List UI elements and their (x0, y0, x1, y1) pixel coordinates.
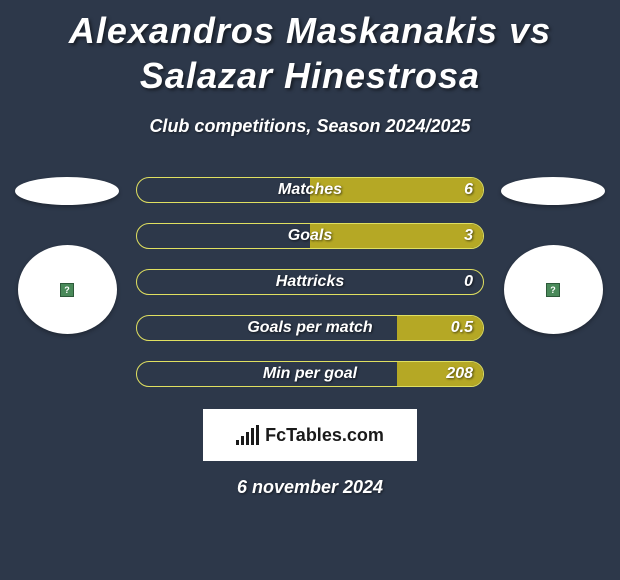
stat-bar: Matches 6 (136, 177, 484, 203)
container: Alexandros Maskanakis vs Salazar Hinestr… (0, 0, 620, 498)
stats-bars: Matches 6 Goals 3 Hattricks 0 Goals per … (122, 177, 498, 387)
bar-fill-right (310, 224, 483, 248)
right-side: ? (498, 177, 608, 334)
bar-label: Goals per match (247, 319, 372, 337)
left-team-ellipse (15, 177, 119, 205)
bar-value-right: 208 (446, 365, 473, 383)
main-row: ? Matches 6 Goals 3 Hattricks 0 (10, 177, 610, 387)
bar-value-right: 0.5 (451, 319, 473, 337)
left-team-circle: ? (18, 245, 117, 334)
bar-label: Min per goal (263, 365, 357, 383)
image-placeholder-icon: ? (546, 283, 560, 297)
stat-bar: Hattricks 0 (136, 269, 484, 295)
bar-value-right: 3 (464, 227, 473, 245)
page-title: Alexandros Maskanakis vs Salazar Hinestr… (10, 0, 610, 102)
image-placeholder-icon: ? (60, 283, 74, 297)
date: 6 november 2024 (10, 477, 610, 498)
bar-value-right: 6 (464, 181, 473, 199)
bar-label: Hattricks (276, 273, 344, 291)
stat-bar: Goals 3 (136, 223, 484, 249)
logo-text: FcTables.com (265, 425, 384, 446)
footer-logo: FcTables.com (203, 409, 417, 461)
right-team-ellipse (501, 177, 605, 205)
stat-bar: Goals per match 0.5 (136, 315, 484, 341)
left-side: ? (12, 177, 122, 334)
stat-bar: Min per goal 208 (136, 361, 484, 387)
right-team-circle: ? (504, 245, 603, 334)
logo-bars-icon (236, 425, 259, 445)
subtitle: Club competitions, Season 2024/2025 (10, 116, 610, 137)
bar-label: Goals (288, 227, 332, 245)
bar-value-right: 0 (464, 273, 473, 291)
bar-label: Matches (278, 181, 342, 199)
